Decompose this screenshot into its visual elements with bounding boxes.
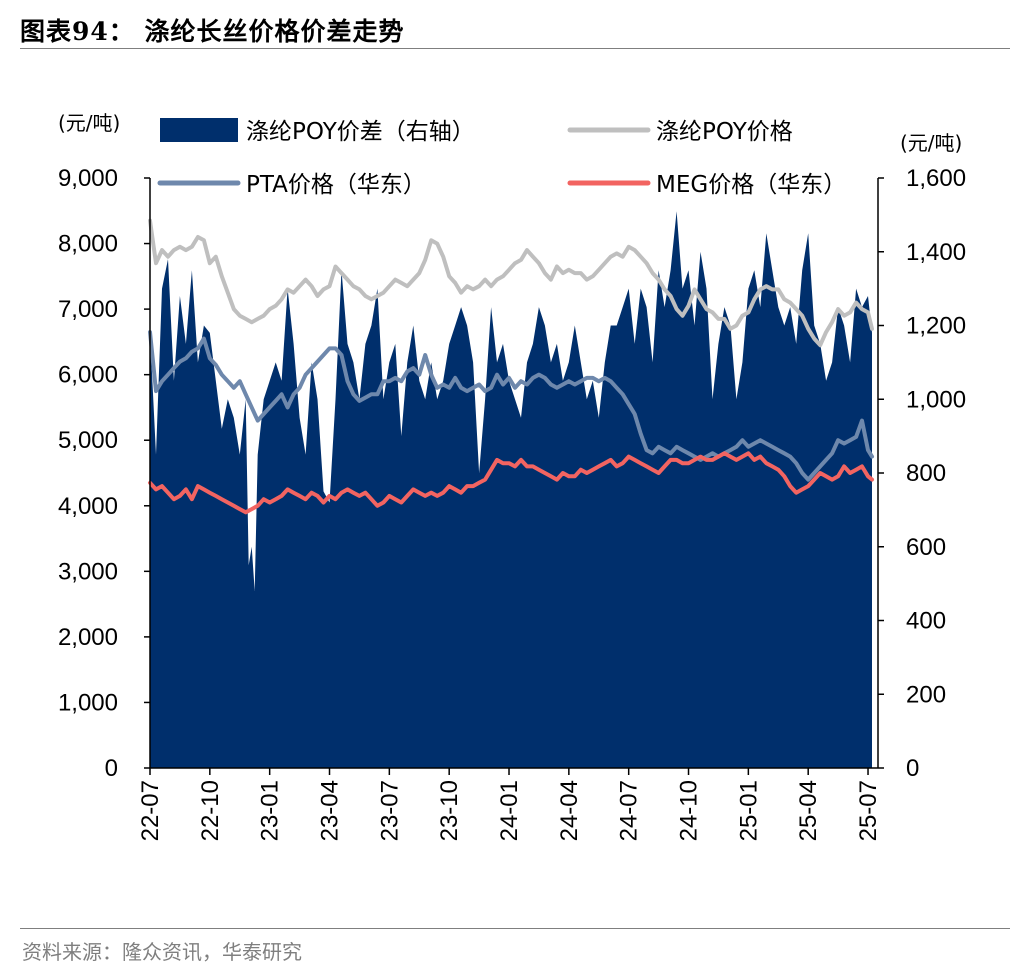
x-tick-label: 22-07 <box>137 780 164 841</box>
legend-label: MEG价格（华东） <box>656 172 846 198</box>
legend-swatch <box>160 118 238 142</box>
right-tick-label: 200 <box>906 681 946 708</box>
x-tick-label: 24-04 <box>556 780 583 841</box>
legend-label: PTA价格（华东） <box>246 172 426 198</box>
x-tick-label: 23-07 <box>376 780 403 841</box>
right-tick-label: 600 <box>906 534 946 561</box>
right-tick-label: 800 <box>906 460 946 487</box>
right-tick-label: 1,000 <box>906 386 966 413</box>
spread-area-layer <box>150 211 872 768</box>
price-lines-layer <box>148 218 874 515</box>
left-unit-label: (元/吨) <box>58 111 120 135</box>
chart: 0 1,000 2,000 3,000 4,000 5,000 6,000 7,000 8,00… <box>58 111 966 841</box>
footer-divider <box>20 928 1010 929</box>
legend: 涤纶POY价差（右轴） 涤纶POY价格 PTA价格（华东） MEG价格（华东） <box>157 118 846 198</box>
series-line-3 <box>148 451 874 515</box>
x-tick-label: 24-10 <box>676 780 703 841</box>
left-tick-label: 9,000 <box>58 165 118 192</box>
right-tick-label: 0 <box>906 755 919 782</box>
x-tick-label: 25-01 <box>735 780 762 841</box>
axes-layer: 0 1,000 2,000 3,000 4,000 5,000 6,000 7,000 8,00… <box>58 111 966 841</box>
legend-label: 涤纶POY价差（右轴） <box>246 119 475 145</box>
x-tick-label: 23-10 <box>436 780 463 841</box>
series-line-1 <box>148 218 874 348</box>
x-tick-label: 25-07 <box>855 780 882 841</box>
x-tick-label: 23-04 <box>317 780 344 841</box>
left-tick-label: 7,000 <box>58 296 118 323</box>
right-unit-label: (元/吨) <box>900 131 962 155</box>
right-tick-label: 1,600 <box>906 165 966 192</box>
left-tick-label: 5,000 <box>58 427 118 454</box>
x-tick-label: 23-01 <box>257 780 284 841</box>
right-tick-label: 1,400 <box>906 239 966 266</box>
source-note: 资料来源：隆众资讯，华泰研究 <box>22 940 302 964</box>
legend-label: 涤纶POY价格 <box>656 119 793 145</box>
title-divider <box>20 48 1010 49</box>
right-tick-label: 400 <box>906 608 946 635</box>
x-tick-label: 25-04 <box>795 780 822 841</box>
left-tick-label: 6,000 <box>58 362 118 389</box>
right-tick-label: 1,200 <box>906 313 966 340</box>
x-tick-label: 24-01 <box>496 780 523 841</box>
left-tick-label: 8,000 <box>58 231 118 258</box>
left-tick-label: 4,000 <box>58 493 118 520</box>
x-tick-label: 22-10 <box>197 780 224 841</box>
figure-title: 图表94： 涤纶长丝价格价差走势 <box>20 17 405 46</box>
series-area-0 <box>150 211 872 768</box>
left-tick-label: 3,000 <box>58 558 118 585</box>
left-tick-label: 2,000 <box>58 624 118 651</box>
x-tick-label: 24-07 <box>616 780 643 841</box>
left-tick-label: 1,000 <box>58 689 118 716</box>
left-tick-label: 0 <box>105 755 118 782</box>
series-line-2 <box>148 330 874 482</box>
